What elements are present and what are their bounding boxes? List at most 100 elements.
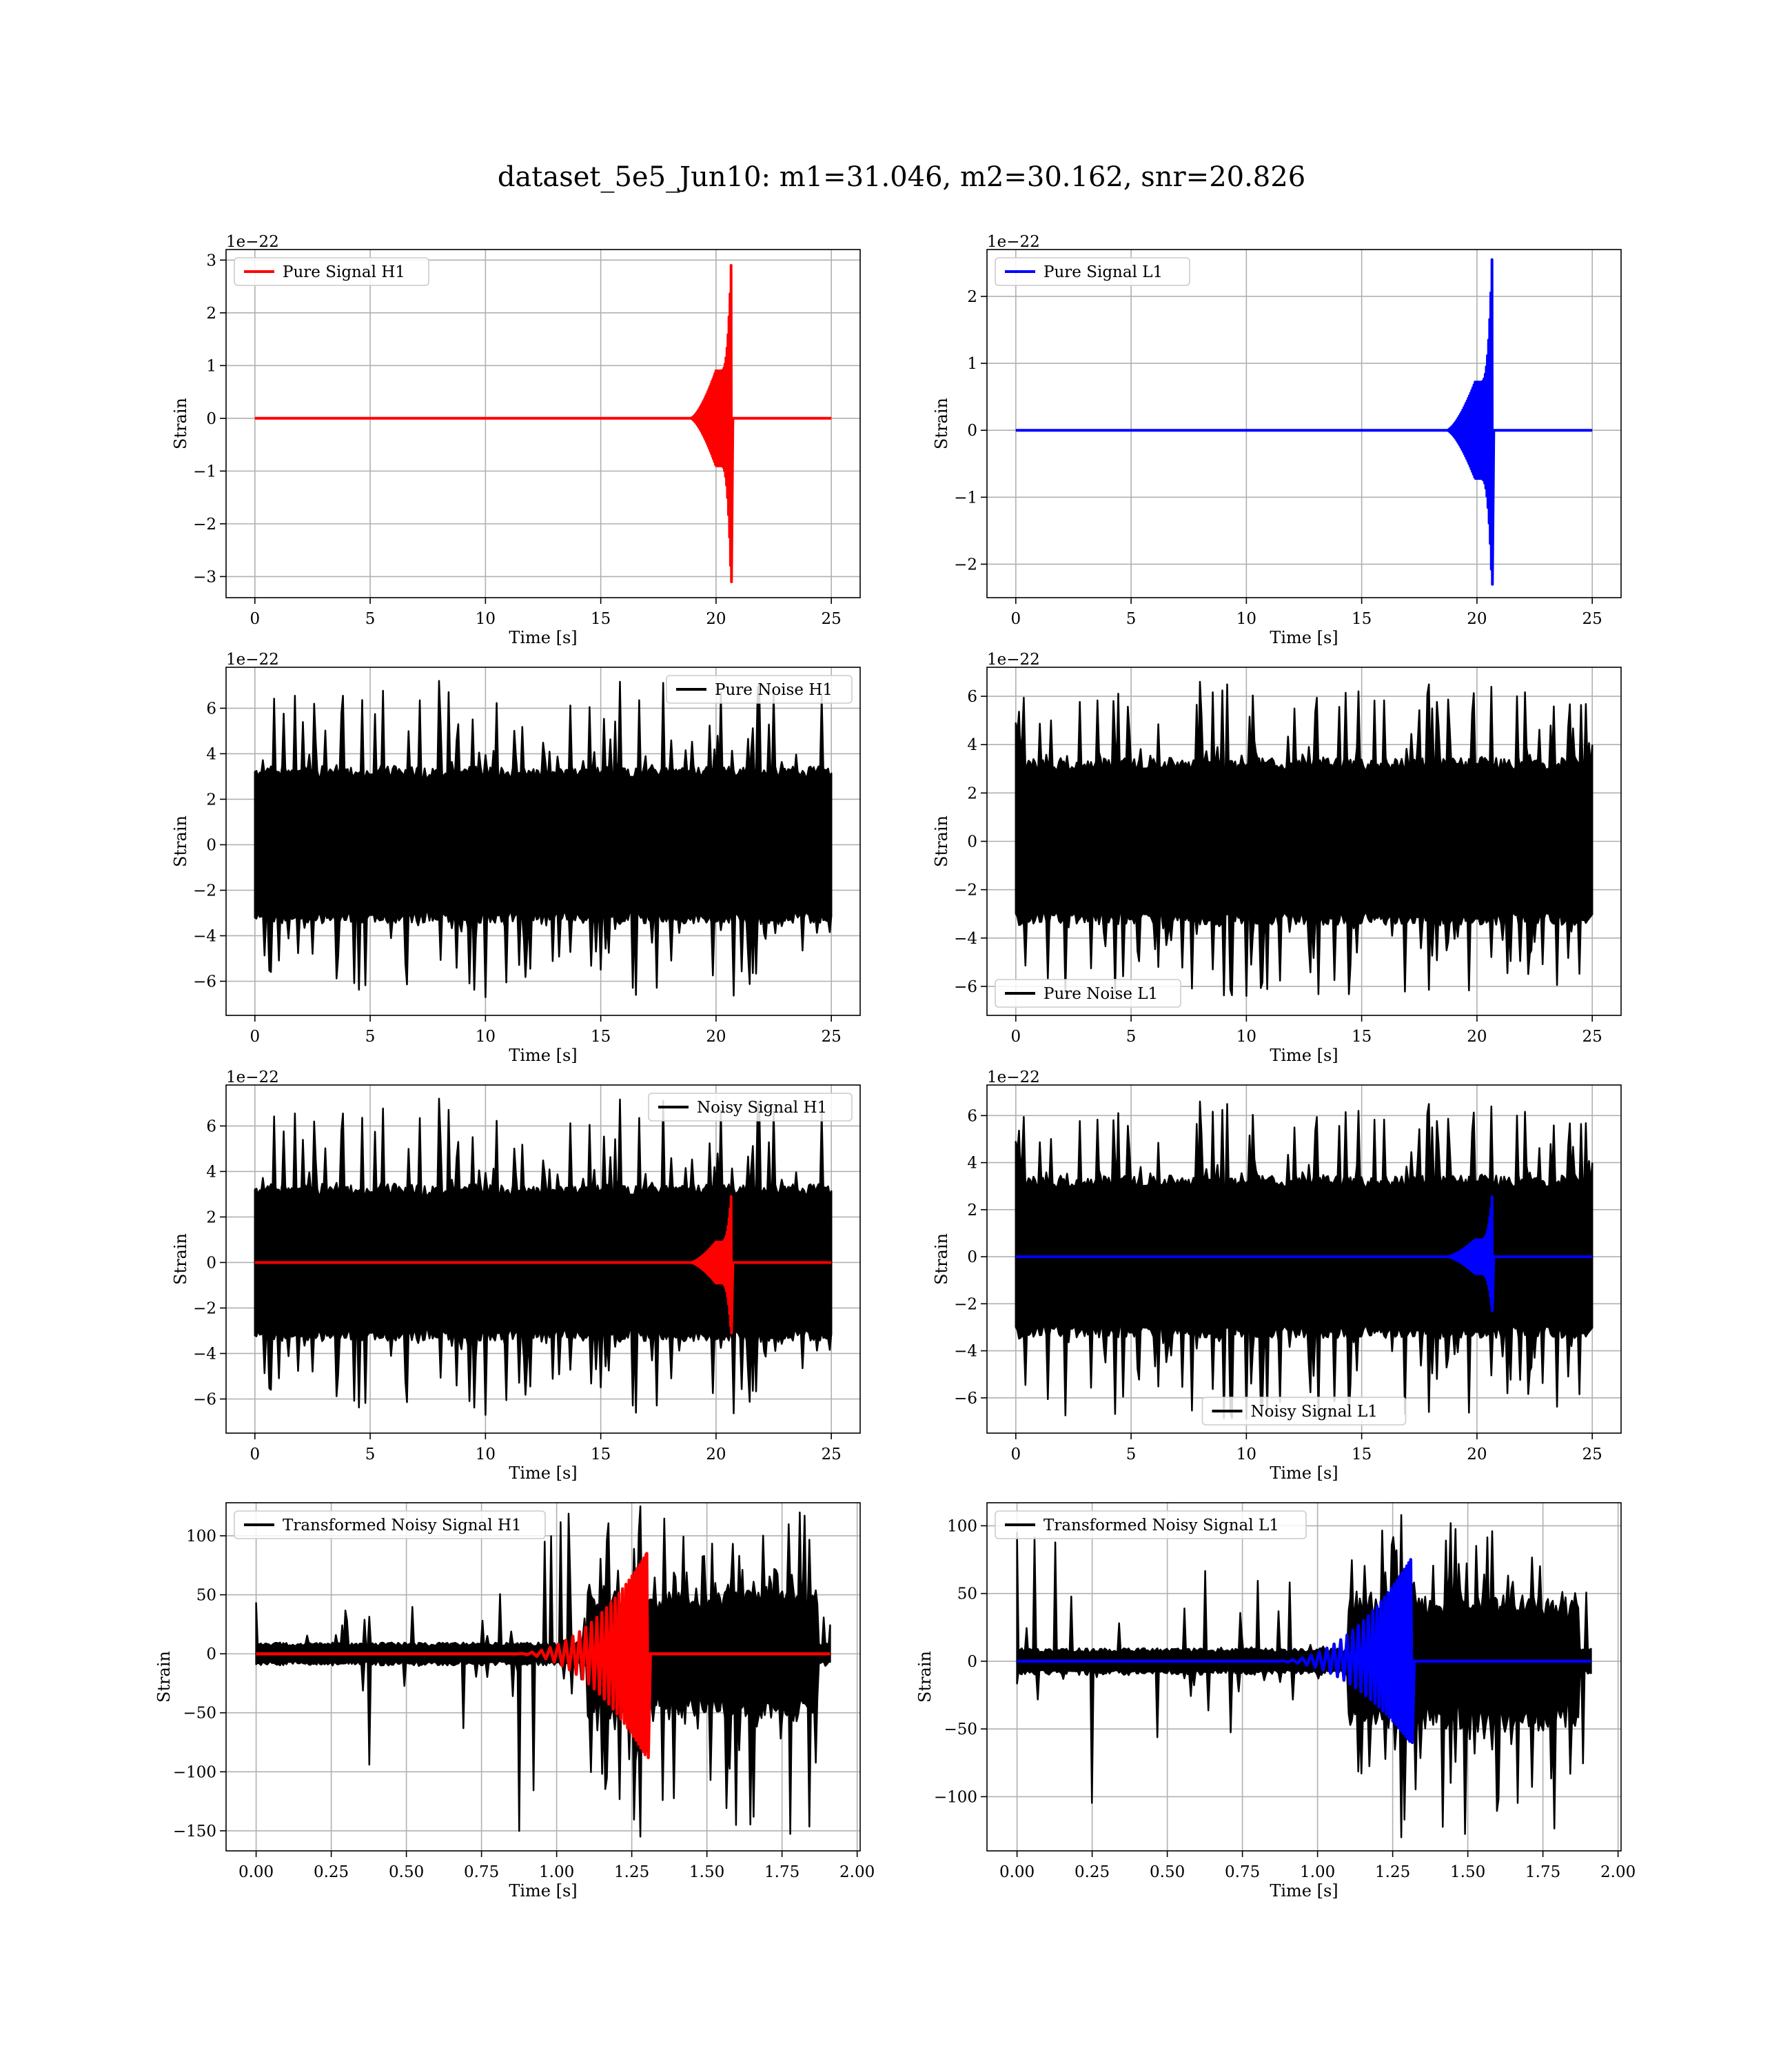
x-tick-label: 2.00: [839, 1863, 875, 1881]
y-tick-label: −2: [193, 882, 216, 900]
legend: Transformed Noisy Signal H1: [234, 1510, 546, 1539]
x-tick-label: 0: [250, 1446, 260, 1463]
x-tick-label: 10: [1236, 1028, 1256, 1046]
x-axis-label: Time [s]: [1270, 1463, 1338, 1483]
subplot-noisy-signal-h1: 0 5 10 15 20 25 −6 −4 −2 0 2 4 6 Time [s] Strain 1e−22 N…: [171, 1068, 861, 1483]
y-tick-label: −6: [193, 973, 216, 991]
x-tick-label: 25: [1582, 610, 1602, 628]
plot-area: [255, 1505, 831, 1838]
legend-box: [666, 675, 853, 704]
y-tick-label: 3: [206, 252, 216, 270]
legend-label: Noisy Signal L1: [1251, 1403, 1378, 1421]
axis-offset-text: 1e−22: [987, 1068, 1040, 1086]
y-tick-label: −50: [944, 1721, 977, 1738]
subplot-transformed-noisy-signal-l1: 0.00 0.25 0.50 0.75 1.00 1.25 1.50 1.75 2.00 −100…: [915, 1502, 1636, 1900]
plot-area: [1015, 680, 1594, 997]
y-tick-label: 0: [206, 410, 216, 428]
x-tick-label: 20: [1467, 1446, 1487, 1463]
x-tick-label: 10: [1236, 610, 1256, 628]
y-tick-label: 0: [967, 1248, 977, 1266]
x-tick-label: 5: [1126, 610, 1137, 628]
series-line-noise: [254, 1097, 833, 1416]
x-tick-label: 2.00: [1600, 1863, 1636, 1881]
legend-label: Pure Signal H1: [283, 263, 405, 281]
x-tick-label: 20: [1467, 610, 1487, 628]
x-tick-label: 15: [1352, 1446, 1372, 1463]
x-axis-label: Time [s]: [509, 1463, 577, 1483]
x-tick-label: 1.25: [614, 1863, 649, 1881]
y-tick-label: 2: [206, 791, 216, 809]
x-tick-label: 0.50: [389, 1863, 424, 1881]
x-tick-label: 10: [476, 1028, 496, 1046]
x-tick-label: 1.00: [1300, 1863, 1335, 1881]
y-tick-label: −100: [934, 1788, 977, 1806]
y-axis-label: Strain: [154, 1651, 174, 1703]
x-tick-label: 0.50: [1150, 1863, 1185, 1881]
y-axis-label: Strain: [171, 398, 190, 449]
y-axis-label: Strain: [932, 815, 951, 867]
x-tick-label: 0.75: [464, 1863, 499, 1881]
y-tick-label: 0: [967, 833, 977, 851]
y-tick-label: 6: [967, 688, 977, 706]
y-tick-label: 0: [967, 1653, 977, 1671]
x-tick-label: 25: [1582, 1446, 1602, 1463]
legend: Pure Noise H1: [666, 675, 853, 704]
y-tick-label: 100: [186, 1528, 216, 1545]
y-tick-label: −6: [954, 1390, 977, 1408]
legend-box: [995, 1510, 1307, 1539]
plot-area: [254, 264, 832, 583]
x-axis-label: Time [s]: [509, 1881, 577, 1900]
axis-offset-text: 1e−22: [987, 651, 1040, 669]
y-tick-label: 2: [206, 1208, 216, 1226]
y-tick-label: −6: [193, 1390, 216, 1408]
legend-label: Pure Noise H1: [715, 681, 833, 699]
legend: Noisy Signal H1: [648, 1093, 853, 1122]
subplot-pure-signal-l1: 0 5 10 15 20 25 −2 −1 0 1 2 Time [s] Strain 1e−22Pure…: [932, 233, 1622, 647]
subplot-pure-signal-h1: 0 5 10 15 20 25 −3 −2 −1 0 1 2 3 Time [s] Strain 1e−22P…: [171, 233, 861, 647]
legend-label: Noisy Signal H1: [697, 1099, 827, 1117]
y-axis-label: Strain: [932, 1233, 951, 1285]
legend-label: Transformed Noisy Signal H1: [283, 1517, 522, 1534]
subplot-pure-noise-h1: 0 5 10 15 20 25 −6 −4 −2 0 2 4 6 Time [s] Strain 1e−22 P…: [171, 651, 861, 1065]
y-tick-label: 2: [206, 305, 216, 323]
y-axis-label: Strain: [171, 815, 190, 867]
legend-label: Transformed Noisy Signal L1: [1043, 1517, 1279, 1534]
axis-offset-text: 1e−22: [226, 233, 279, 251]
x-tick-label: 0: [250, 1028, 260, 1046]
legend-label: Pure Signal L1: [1043, 263, 1163, 281]
x-tick-label: 15: [591, 610, 611, 628]
x-tick-label: 25: [822, 1028, 842, 1046]
x-axis-label: Time [s]: [1270, 628, 1338, 647]
y-tick-label: −4: [193, 1345, 216, 1363]
x-tick-label: 0: [1010, 1028, 1021, 1046]
y-tick-label: 6: [967, 1107, 977, 1125]
x-tick-label: 10: [476, 610, 496, 628]
series-line-signal: [254, 264, 832, 583]
x-tick-label: 20: [706, 610, 726, 628]
series-line-signal: [1015, 1195, 1593, 1312]
series-line-signal: [254, 1195, 832, 1335]
y-tick-label: −1: [193, 463, 216, 480]
x-tick-label: 0.25: [1075, 1863, 1110, 1881]
y-tick-label: −2: [193, 1299, 216, 1317]
x-tick-label: 1.50: [1450, 1863, 1485, 1881]
x-tick-label: 0.00: [238, 1863, 274, 1881]
series-line-noise: [1015, 680, 1594, 997]
y-tick-label: −100: [173, 1763, 216, 1781]
y-tick-label: 50: [957, 1585, 977, 1603]
y-tick-label: 0: [206, 1645, 216, 1663]
axes-frame: [225, 249, 861, 598]
y-axis-label: Strain: [932, 398, 951, 449]
legend-label: Pure Noise L1: [1043, 985, 1158, 1003]
legend-box: [995, 257, 1190, 286]
y-tick-label: −2: [954, 1295, 977, 1313]
y-tick-label: −1: [954, 489, 977, 507]
subplot-transformed-noisy-signal-h1: 0.00 0.25 0.50 0.75 1.00 1.25 1.50 1.75 2.00 −150…: [154, 1502, 875, 1900]
series-line-signal: [256, 1552, 831, 1760]
x-tick-label: 25: [822, 1446, 842, 1463]
plot-area: [254, 1097, 833, 1416]
x-tick-label: 15: [1352, 610, 1372, 628]
y-tick-label: 0: [206, 1254, 216, 1272]
axes-frame: [225, 1084, 861, 1434]
y-tick-label: 6: [206, 1117, 216, 1135]
